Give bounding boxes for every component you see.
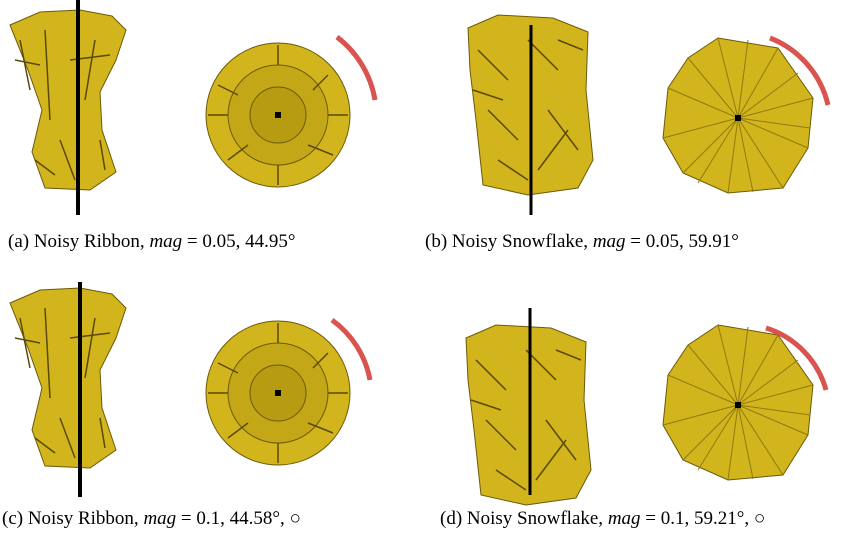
panel-a bbox=[10, 0, 375, 215]
figure: (a) Noisy Ribbon, mag = 0.05, 44.95° (b)… bbox=[0, 0, 850, 535]
snowflake-top-view bbox=[663, 325, 813, 480]
caption: (b) Noisy Snowflake, mag = 0.05, 59.91° bbox=[425, 231, 739, 252]
caption-text: = 0.1, 59.21°, ○ bbox=[645, 508, 765, 529]
panel-b bbox=[468, 15, 828, 215]
caption-math: mag bbox=[149, 231, 182, 252]
caption-math: mag bbox=[608, 508, 641, 529]
caption: (c) Noisy Ribbon, mag = 0.1, 44.58°, ○ bbox=[2, 508, 301, 529]
caption-text: (c) Noisy Ribbon, bbox=[2, 508, 139, 529]
ribbon-top-view bbox=[206, 43, 350, 187]
caption-text: (b) Noisy Snowflake, bbox=[425, 231, 588, 252]
caption-text: (a) Noisy Ribbon, bbox=[8, 231, 145, 252]
panel-d bbox=[466, 308, 826, 505]
caption-text: = 0.05, 59.91° bbox=[630, 231, 739, 252]
caption-math: mag bbox=[143, 508, 176, 529]
panel-c bbox=[10, 282, 370, 497]
snowflake-top-view bbox=[663, 38, 813, 193]
caption-text: (d) Noisy Snowflake, bbox=[440, 508, 603, 529]
caption-math: mag bbox=[593, 231, 626, 252]
caption: (d) Noisy Snowflake, mag = 0.1, 59.21°, … bbox=[440, 508, 765, 529]
caption-text: = 0.05, 44.95° bbox=[187, 231, 296, 252]
ribbon-side-view bbox=[10, 288, 126, 468]
ribbon-top-view bbox=[206, 321, 350, 465]
caption-text: = 0.1, 44.58°, ○ bbox=[181, 508, 301, 529]
caption: (a) Noisy Ribbon, mag = 0.05, 44.95° bbox=[8, 231, 296, 252]
ribbon-side-view bbox=[10, 10, 126, 190]
